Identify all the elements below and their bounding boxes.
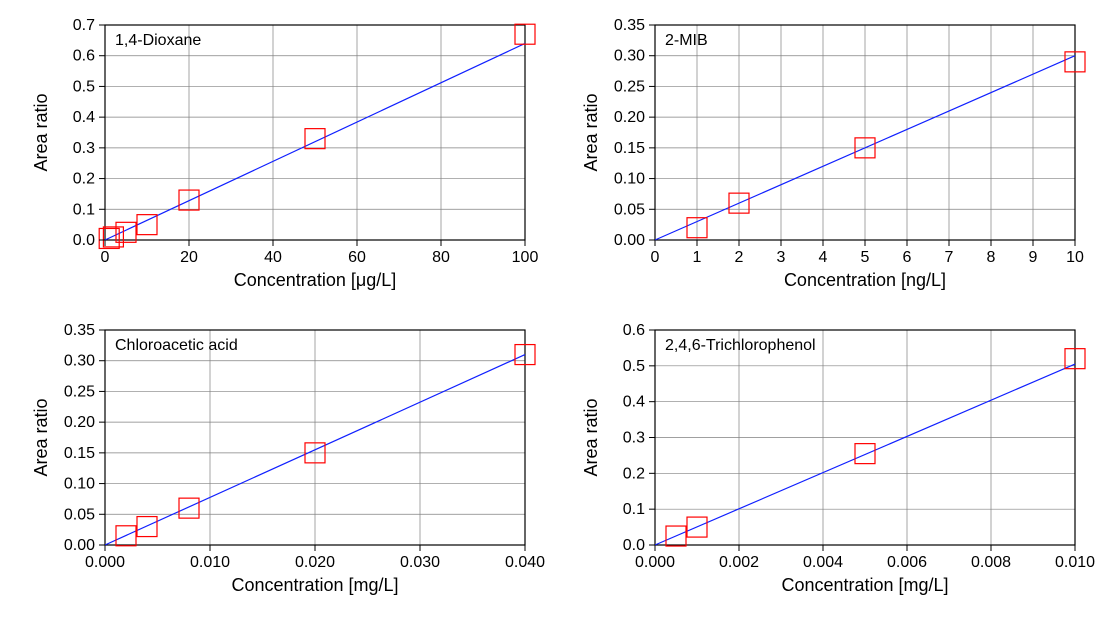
y-axis-label: Area ratio — [31, 93, 51, 171]
chart-p4: 0.000 0.002 0.004 0.006 0.008 0.010 0.0 0.1 0.2 0… — [575, 315, 1095, 605]
panel-2mib: 0 1 2 3 4 5 6 7 8 9 10 0.00 0.05 0.10 0.15 0.20 0.25 0.30… — [575, 10, 1095, 300]
ytick-label: 0.25 — [64, 383, 95, 400]
ytick-label: 0.35 — [614, 17, 645, 34]
ytick-label: 0.3 — [623, 430, 645, 447]
panel-chloroacetic: 0.000 0.010 0.020 0.030 0.040 0.00 0.05 0.10 0.1… — [25, 315, 545, 605]
xtick-label: 0.006 — [887, 554, 927, 571]
xtick-label: 4 — [819, 249, 828, 266]
x-axis-label: Concentration [mg/L] — [781, 575, 948, 595]
panel-title: 2-MIB — [665, 32, 708, 49]
xtick-label: 0 — [651, 249, 660, 266]
ytick-label: 0.7 — [73, 17, 95, 34]
y-axis-label: Area ratio — [581, 93, 601, 171]
ytick-label: 0.35 — [64, 322, 95, 339]
y-axis-label: Area ratio — [581, 398, 601, 476]
xtick-label: 7 — [945, 249, 954, 266]
ytick-label: 0.1 — [73, 201, 95, 218]
ytick-label: 0.25 — [614, 78, 645, 95]
xtick-label: 0.002 — [719, 554, 759, 571]
ytick-label: 0.1 — [623, 501, 645, 518]
ytick-label: 0.4 — [623, 394, 645, 411]
ytick-label: 0.05 — [64, 506, 95, 523]
y-axis-label: Area ratio — [31, 398, 51, 476]
x-axis-label: Concentration [μg/L] — [234, 270, 396, 290]
xtick-label: 80 — [432, 249, 450, 266]
xtick-label: 2 — [735, 249, 744, 266]
ytick-label: 0.2 — [73, 171, 95, 188]
ytick-label: 0.6 — [623, 322, 645, 339]
xtick-label: 0.020 — [295, 554, 335, 571]
chart-p1: 0 20 40 60 80 100 0.0 0.1 0.2 0.3 0.4 0.5 0.6 0.7 Conc… — [25, 10, 545, 300]
xtick-label: 0.010 — [190, 554, 230, 571]
panel-trichlorophenol: 0.000 0.002 0.004 0.006 0.008 0.010 0.0 0.1 0.2 0… — [575, 315, 1095, 605]
xtick-label: 0.008 — [971, 554, 1011, 571]
xtick-label: 0.000 — [635, 554, 675, 571]
xtick-label: 0.000 — [85, 554, 125, 571]
panel-title: Chloroacetic acid — [115, 337, 238, 354]
xtick-label: 0.010 — [1055, 554, 1095, 571]
xtick-label: 40 — [264, 249, 282, 266]
xtick-label: 0.004 — [803, 554, 843, 571]
chart-p3: 0.000 0.010 0.020 0.030 0.040 0.00 0.05 0.10 0.1… — [25, 315, 545, 605]
ytick-label: 0.0 — [623, 537, 645, 554]
ytick-label: 0.5 — [623, 358, 645, 375]
xtick-label: 20 — [180, 249, 198, 266]
panel-title: 1,4-Dioxane — [115, 32, 201, 49]
xtick-label: 10 — [1066, 249, 1084, 266]
ytick-label: 0.00 — [614, 232, 645, 249]
xtick-label: 1 — [693, 249, 702, 266]
ytick-label: 0.10 — [614, 171, 645, 188]
ytick-label: 0.00 — [64, 537, 95, 554]
xtick-label: 60 — [348, 249, 366, 266]
ytick-label: 0.4 — [73, 109, 95, 126]
xtick-label: 5 — [861, 249, 870, 266]
x-axis-label: Concentration [ng/L] — [784, 270, 946, 290]
ytick-label: 0.10 — [64, 476, 95, 493]
ytick-label: 0.2 — [623, 465, 645, 482]
ytick-label: 0.5 — [73, 78, 95, 95]
ytick-label: 0.05 — [614, 201, 645, 218]
xtick-label: 8 — [987, 249, 996, 266]
xtick-label: 0.040 — [505, 554, 545, 571]
xtick-label: 6 — [903, 249, 912, 266]
xtick-label: 3 — [777, 249, 786, 266]
ytick-label: 0.15 — [64, 445, 95, 462]
xtick-label: 0 — [101, 249, 110, 266]
ytick-label: 0.30 — [614, 48, 645, 65]
xtick-label: 0.030 — [400, 554, 440, 571]
chart-p2: 0 1 2 3 4 5 6 7 8 9 10 0.00 0.05 0.10 0.15 0.20 0.25 0.30… — [575, 10, 1095, 300]
ytick-label: 0.6 — [73, 48, 95, 65]
chart-grid: 0204060801000.00.10.20.30.40.50.60.7Conc… — [0, 0, 1120, 618]
ytick-label: 0.3 — [73, 140, 95, 157]
x-axis-label: Concentration [mg/L] — [231, 575, 398, 595]
panel-title: 2,4,6-Trichlorophenol — [665, 337, 816, 354]
panel-dioxane: 0 20 40 60 80 100 0.0 0.1 0.2 0.3 0.4 0.5 0.6 0.7 Conc… — [25, 10, 545, 300]
xtick-label: 100 — [512, 249, 539, 266]
ytick-label: 0.30 — [64, 353, 95, 370]
ytick-label: 0.0 — [73, 232, 95, 249]
ytick-label: 0.20 — [64, 414, 95, 431]
xtick-label: 9 — [1029, 249, 1038, 266]
ytick-label: 0.20 — [614, 109, 645, 126]
ytick-label: 0.15 — [614, 140, 645, 157]
